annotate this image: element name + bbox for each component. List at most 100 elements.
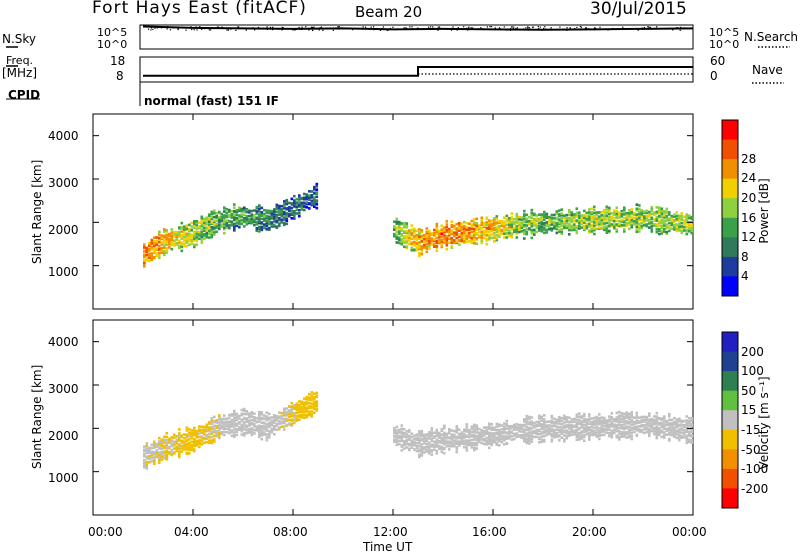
velocity-echo-cell — [415, 449, 419, 453]
power-echo-cell — [413, 244, 416, 247]
velocity-echo-cell — [678, 417, 681, 421]
power-echo-cell — [293, 214, 296, 217]
velocity-echo-cell — [620, 414, 624, 418]
nsearch-point — [350, 27, 352, 30]
velocity-echo-cell — [523, 433, 526, 437]
power-echo-cell — [443, 239, 446, 242]
velocity-echo-cell — [535, 435, 539, 439]
velocity-echo-cell — [605, 428, 609, 431]
velocity-echo-cell — [643, 428, 646, 431]
velocity-echo-cell — [655, 425, 659, 428]
velocity-echo-cell — [230, 413, 234, 416]
velocity-echo-cell — [550, 432, 554, 436]
power-echo-cell — [190, 233, 194, 237]
power-echo-cell — [228, 208, 231, 212]
power-echo-cell — [393, 234, 396, 238]
velocity-echo-cell — [468, 441, 471, 445]
power-echo-cell — [518, 218, 521, 221]
velocity-echo-cell — [208, 426, 211, 429]
velocity-echo-cell — [208, 429, 211, 433]
velocity-echo-cell — [448, 440, 451, 443]
velocity-echo-cell — [248, 422, 251, 425]
velocity-echo-cell — [435, 430, 439, 434]
power-echo-cell — [470, 241, 474, 244]
velocity-echo-cell — [215, 429, 219, 433]
power-echo-cell — [223, 221, 226, 224]
power-echo-cell — [590, 211, 594, 214]
velocity-echo-cell — [440, 450, 444, 454]
power-echo-cell — [445, 238, 449, 242]
velocity-echo-cell — [395, 443, 399, 447]
velocity-echo-cell — [490, 428, 494, 431]
velocity-echo-cell — [560, 416, 564, 420]
power-echo-cell — [655, 206, 659, 209]
nsearch-point — [651, 28, 653, 30]
power-echo-cell — [410, 224, 414, 227]
power-echo-cell — [298, 214, 301, 218]
power-echo-cell — [508, 218, 511, 222]
velocity-echo-cell — [578, 418, 581, 422]
power-echo-cell — [258, 225, 261, 229]
power-echo-cell — [293, 204, 296, 208]
velocity-echo-cell — [613, 423, 616, 426]
velocity-echo-cell — [528, 426, 531, 430]
power-echo-cell — [265, 219, 269, 223]
power-echo-cell — [583, 219, 586, 223]
velocity-echo-cell — [483, 434, 486, 437]
power-echo-cell — [555, 224, 559, 227]
velocity-echo-cell — [155, 451, 159, 455]
power-scale-tick: 28 — [741, 151, 757, 166]
power-echo-cell — [670, 227, 674, 230]
nsearch-point — [538, 28, 540, 30]
nsearch-point — [649, 26, 651, 28]
power-echo-cell — [475, 224, 479, 228]
velocity-echo-cell — [285, 414, 289, 417]
power-echo-cell — [643, 210, 646, 213]
velocity-echo-cell — [498, 423, 501, 426]
nsearch-point — [466, 27, 468, 29]
power-ytick: 3000 — [48, 176, 79, 190]
velocity-echo-cell — [503, 435, 506, 438]
power-echo-cell — [160, 251, 164, 254]
power-echo-cell — [398, 222, 401, 226]
velocity-echo-cell — [468, 428, 471, 432]
nsearch-point — [172, 27, 174, 29]
power-echo-cell — [198, 237, 201, 241]
velocity-echo-cell — [233, 434, 236, 437]
velocity-echo-cell — [690, 423, 694, 426]
power-echo-cell — [150, 238, 154, 242]
velocity-echo-cell — [653, 418, 656, 422]
velocity-echo-cell — [193, 449, 196, 453]
nsearch-point — [528, 27, 530, 29]
velocity-echo-cell — [553, 436, 556, 439]
velocity-echo-cell — [575, 421, 579, 424]
velocity-echo-cell — [188, 434, 191, 438]
power-echo-cell — [308, 202, 311, 205]
power-echo-cell — [178, 241, 181, 244]
velocity-echo-cell — [228, 423, 231, 426]
power-echo-cell — [588, 213, 591, 217]
power-echo-cell — [275, 225, 279, 228]
velocity-echo-cell — [623, 420, 626, 423]
power-echo-cell — [208, 220, 211, 223]
velocity-echo-cell — [455, 431, 459, 434]
nsearch-point — [647, 26, 649, 28]
power-echo-cell — [308, 196, 311, 199]
power-echo-cell — [513, 222, 516, 226]
power-echo-cell — [573, 228, 576, 232]
power-echo-cell — [295, 203, 299, 206]
power-echo-cell — [410, 228, 414, 231]
power-echo-cell — [648, 226, 651, 229]
velocity-echo-cell — [430, 431, 434, 435]
power-echo-cell — [315, 182, 319, 186]
power-echo-cell — [690, 231, 694, 235]
velocity-echo-cell — [210, 441, 214, 445]
power-echo-cell — [493, 226, 496, 230]
power-echo-cell — [555, 226, 559, 229]
power-echo-cell — [273, 220, 276, 223]
velocity-echo-cell — [543, 438, 546, 442]
velocity-echo-cell — [573, 424, 576, 428]
velocity-echo-cell — [533, 426, 536, 429]
velocity-echo-cell — [270, 421, 274, 425]
nsearch-point — [585, 27, 587, 29]
